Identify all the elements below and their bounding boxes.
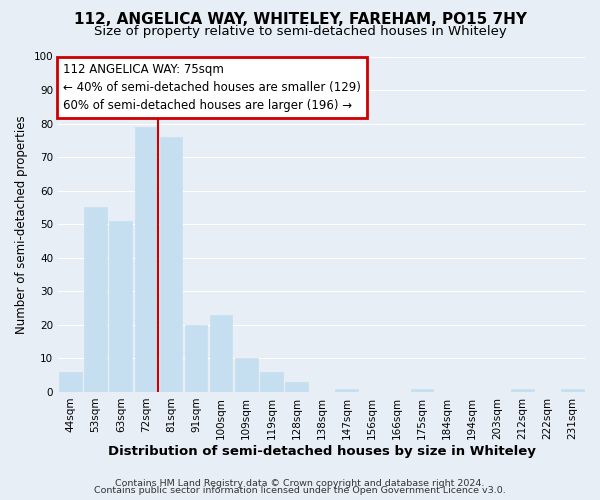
Y-axis label: Number of semi-detached properties: Number of semi-detached properties [15, 115, 28, 334]
Text: Contains public sector information licensed under the Open Government Licence v3: Contains public sector information licen… [94, 486, 506, 495]
Text: Contains HM Land Registry data © Crown copyright and database right 2024.: Contains HM Land Registry data © Crown c… [115, 478, 485, 488]
Bar [235, 358, 257, 392]
Text: Size of property relative to semi-detached houses in Whiteley: Size of property relative to semi-detach… [94, 25, 506, 38]
Bar [59, 372, 82, 392]
Bar [285, 382, 308, 392]
Bar [109, 221, 132, 392]
Bar [561, 388, 584, 392]
Bar [185, 325, 208, 392]
Bar [134, 127, 157, 392]
X-axis label: Distribution of semi-detached houses by size in Whiteley: Distribution of semi-detached houses by … [107, 444, 535, 458]
Bar [410, 388, 433, 392]
Bar [335, 388, 358, 392]
Bar [260, 372, 283, 392]
Bar [160, 137, 182, 392]
Text: 112 ANGELICA WAY: 75sqm
← 40% of semi-detached houses are smaller (129)
60% of s: 112 ANGELICA WAY: 75sqm ← 40% of semi-de… [64, 63, 361, 112]
Text: 112, ANGELICA WAY, WHITELEY, FAREHAM, PO15 7HY: 112, ANGELICA WAY, WHITELEY, FAREHAM, PO… [74, 12, 527, 28]
Bar [511, 388, 533, 392]
Bar [85, 208, 107, 392]
Bar [210, 315, 232, 392]
